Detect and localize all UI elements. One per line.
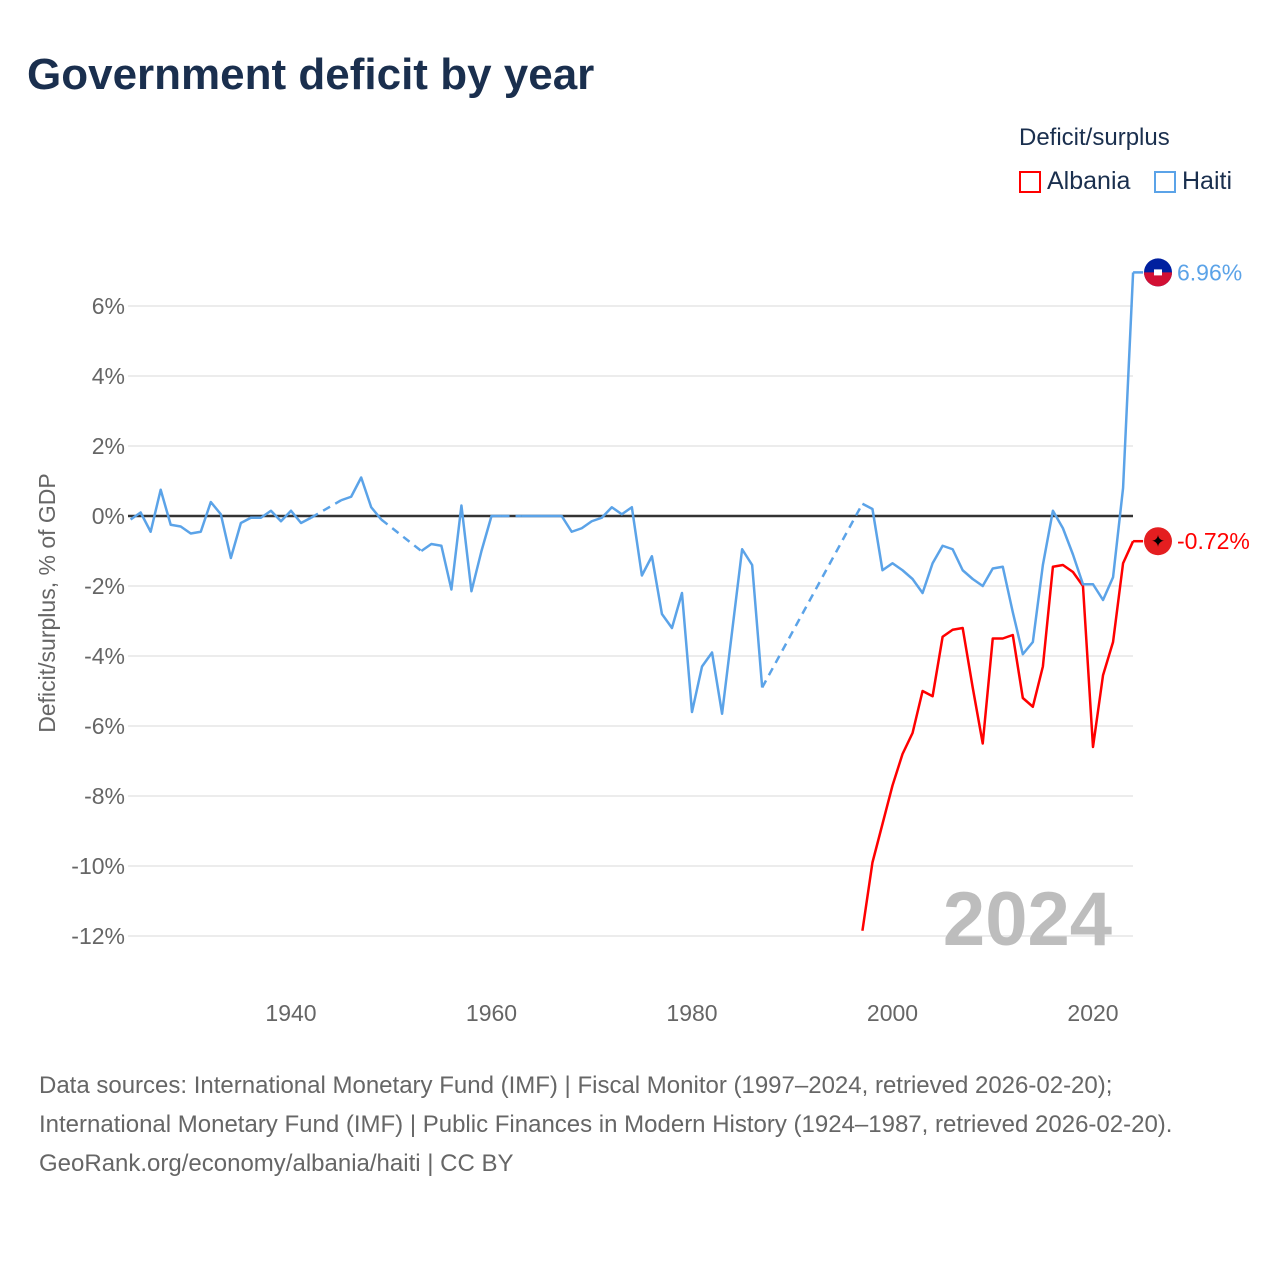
series-gap-haiti [380, 518, 423, 552]
flag-icon-albania [1144, 527, 1172, 556]
legend-swatch-albania [1019, 170, 1041, 193]
series-line-albania [861, 540, 1135, 931]
flag-emblem: ✦ [1151, 532, 1165, 551]
credit-link[interactable]: GeoRank.org/economy/albania/haiti | CC B… [39, 1150, 514, 1177]
y-tick-label: -6% [84, 713, 125, 739]
series-line-haiti [420, 504, 502, 593]
legend-title: Deficit/surplus [1019, 124, 1170, 151]
page-title: Government deficit by year [27, 50, 595, 99]
series-line-haiti [861, 272, 1135, 656]
y-tick-label: 2% [92, 433, 125, 459]
y-tick-label: 4% [92, 363, 125, 389]
end-value-label: -0.72% [1177, 528, 1250, 554]
x-tick-label: 1980 [666, 1000, 717, 1026]
end-value-label: 6.96% [1177, 259, 1242, 285]
y-tick-label: 6% [92, 293, 125, 319]
y-tick-label: -4% [84, 643, 125, 669]
legend-swatch-haiti [1154, 170, 1176, 193]
y-tick-label: 0% [92, 503, 125, 529]
source-text: Data sources: International Monetary Fun… [39, 1072, 1173, 1138]
x-tick-label: 1940 [265, 1000, 316, 1026]
y-axis-label: Deficit/surplus, % of GDP [34, 473, 60, 732]
year-watermark: 2024 [943, 877, 1112, 962]
x-tick-label: 1960 [466, 1000, 517, 1026]
y-tick-label: -8% [84, 783, 125, 809]
line-chart: 6% 4% 2% 0% -2% -4% -6% -8% -10% -12% 1940 1960 1980… [34, 258, 1250, 1026]
legend-item-albania[interactable]: Albania [1019, 167, 1130, 196]
series-gap-haiti [310, 499, 342, 519]
y-tick-label: -12% [71, 923, 125, 949]
flag-icon-lower [1144, 272, 1172, 287]
x-tick-label: 2020 [1067, 1000, 1118, 1026]
series-gap-haiti [761, 503, 864, 689]
y-tick-label: -2% [84, 573, 125, 599]
series-line-haiti [129, 488, 312, 560]
series-line-haiti [521, 506, 764, 715]
x-tick-label: 2000 [867, 1000, 918, 1026]
legend-label: Haiti [1182, 167, 1233, 195]
series-line-haiti [340, 476, 383, 521]
legend-label: Albania [1047, 167, 1131, 195]
y-tick-label: -10% [71, 853, 125, 879]
source-note: Data sources: International Monetary Fun… [39, 1066, 1239, 1183]
flag-emblem [1154, 269, 1162, 276]
legend-item-haiti[interactable]: Haiti [1154, 167, 1232, 196]
